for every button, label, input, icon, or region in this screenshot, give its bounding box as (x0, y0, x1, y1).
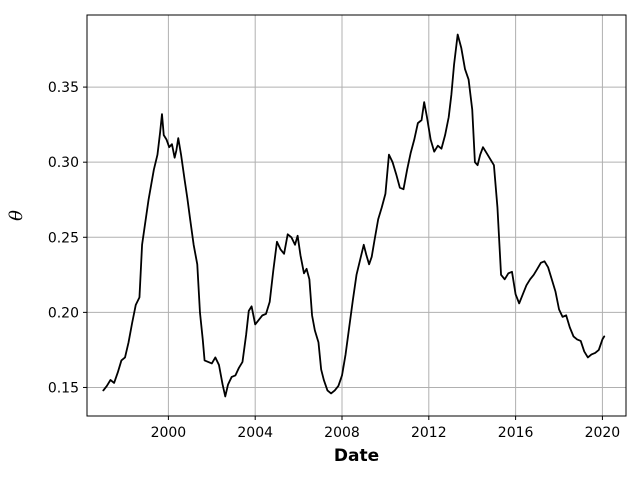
y-tick-label: 0.15 (48, 380, 79, 396)
ticks: 2000 2004 2008 2012 2016 2020 0.15 0.20 0.25 0.30… (48, 80, 620, 441)
x-tick-label: 2004 (237, 425, 273, 441)
y-tick-label: 0.30 (48, 155, 79, 171)
y-tick-label: 0.20 (48, 305, 79, 321)
x-tick-label: 2020 (585, 425, 621, 441)
x-tick-label: 2016 (498, 425, 534, 441)
plot-frame (86, 14, 627, 417)
x-axis-title: Date (334, 446, 379, 466)
x-tick-label: 2012 (411, 425, 447, 441)
x-tick-label: 2008 (324, 425, 360, 441)
y-tick-label: 0.35 (48, 80, 79, 96)
y-tick-label: 0.25 (48, 230, 79, 246)
series-line (102, 33, 606, 398)
series-layer (102, 33, 606, 398)
x-tick-label: 2000 (151, 425, 187, 441)
grid (87, 15, 626, 416)
y-axis-title: θ (6, 210, 27, 221)
